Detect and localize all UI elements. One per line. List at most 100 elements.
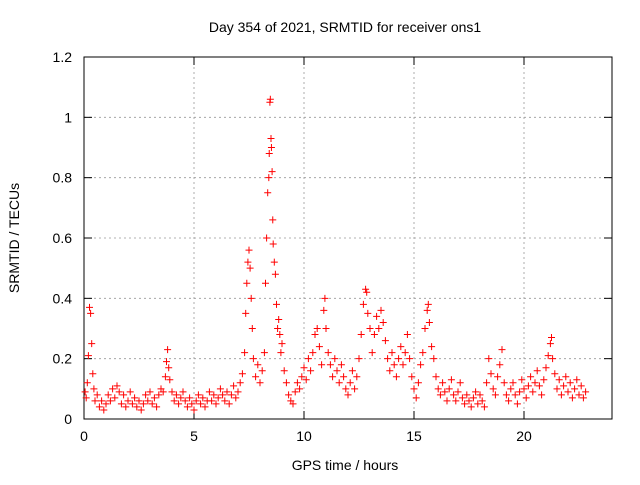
data-point	[555, 376, 563, 384]
data-point	[181, 397, 189, 405]
data-point	[472, 388, 480, 396]
data-point	[540, 376, 548, 384]
data-point	[254, 361, 262, 369]
data-point	[329, 373, 337, 381]
data-point	[106, 397, 114, 405]
data-point	[348, 367, 356, 375]
data-point	[236, 379, 244, 387]
data-point	[164, 346, 172, 354]
data-point	[441, 388, 449, 396]
data-point	[232, 394, 240, 402]
data-point	[289, 400, 297, 408]
data-point	[346, 379, 354, 387]
y-axis-label: SRMTID / TECUs	[6, 183, 22, 293]
data-point	[489, 385, 497, 393]
data-point	[150, 394, 158, 402]
grid-lines	[84, 57, 612, 419]
data-point	[388, 349, 396, 357]
data-point	[309, 349, 317, 357]
data-point	[98, 397, 106, 405]
data-point	[331, 355, 339, 363]
x-tick-label: 15	[406, 428, 422, 444]
data-point	[357, 331, 365, 339]
data-point	[293, 379, 301, 387]
data-point	[269, 216, 277, 224]
data-point	[461, 400, 469, 408]
data-point	[469, 394, 477, 402]
data-point	[337, 361, 345, 369]
data-point	[153, 403, 161, 411]
data-point	[81, 388, 89, 396]
data-point	[474, 400, 482, 408]
data-point	[280, 367, 288, 375]
data-point	[476, 391, 484, 399]
plot-frame	[83, 56, 613, 420]
data-point	[564, 388, 572, 396]
data-point	[333, 367, 341, 375]
data-point	[395, 355, 403, 363]
data-point	[571, 385, 579, 393]
data-point	[410, 385, 418, 393]
data-point	[208, 397, 216, 405]
data-point	[266, 95, 274, 103]
data-point	[450, 391, 458, 399]
data-point	[264, 189, 272, 197]
data-point	[246, 264, 254, 272]
data-point	[249, 355, 257, 363]
data-point	[242, 309, 250, 317]
data-point	[277, 349, 285, 357]
data-point	[392, 373, 400, 381]
data-point	[230, 382, 238, 390]
data-point	[168, 388, 176, 396]
data-point	[274, 325, 282, 332]
data-point	[273, 300, 280, 308]
data-point	[322, 325, 330, 332]
data-point	[214, 394, 222, 402]
data-point	[507, 385, 515, 393]
data-point	[494, 373, 502, 381]
data-point	[270, 258, 278, 266]
data-point	[384, 355, 392, 363]
data-point	[197, 400, 205, 408]
data-point	[318, 361, 326, 369]
data-point	[364, 309, 372, 317]
data-point	[95, 403, 103, 411]
data-point	[491, 391, 499, 399]
data-point	[406, 355, 414, 363]
data-point	[351, 385, 359, 393]
data-point	[267, 144, 275, 151]
data-point	[304, 355, 312, 363]
data-point	[175, 400, 183, 408]
data-point	[432, 373, 440, 381]
data-point	[221, 397, 229, 405]
data-point	[219, 391, 227, 399]
data-point	[436, 391, 444, 399]
data-point	[188, 400, 196, 408]
data-point	[443, 397, 451, 405]
data-point	[353, 373, 361, 381]
data-point	[344, 391, 352, 399]
data-point	[113, 382, 121, 390]
data-point	[366, 325, 374, 332]
data-point	[562, 373, 570, 381]
data-point	[483, 379, 491, 387]
data-point	[355, 355, 363, 363]
data-point	[447, 376, 455, 384]
data-point	[148, 400, 156, 408]
data-point	[122, 403, 130, 411]
data-point	[190, 406, 198, 414]
data-point	[216, 385, 224, 393]
data-point	[194, 391, 202, 399]
data-point	[513, 400, 521, 408]
data-point	[201, 403, 209, 411]
data-point	[568, 394, 576, 402]
data-point	[480, 403, 488, 411]
data-point	[533, 367, 541, 375]
data-point	[102, 400, 110, 408]
data-point	[403, 331, 411, 339]
data-point	[93, 391, 101, 399]
data-point	[454, 388, 462, 396]
data-point	[390, 361, 398, 369]
data-point	[315, 343, 323, 351]
data-point	[321, 294, 329, 302]
